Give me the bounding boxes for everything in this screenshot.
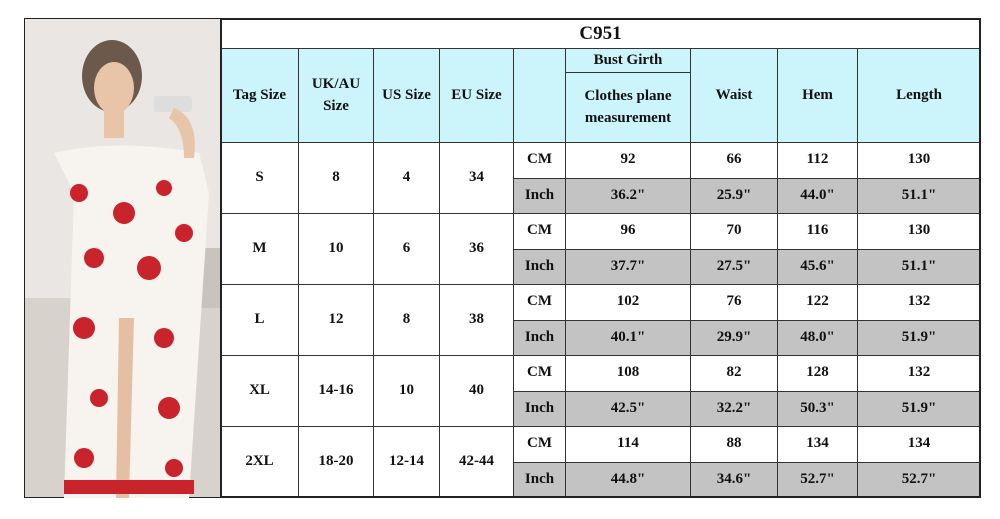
cm-value: 96: [565, 213, 691, 250]
unit-label: CM: [513, 142, 566, 179]
column-header: UK/AU Size: [298, 48, 374, 143]
size-cell: 6: [373, 213, 440, 285]
unit-label: CM: [513, 355, 566, 392]
inch-value: 52.7": [777, 461, 858, 498]
cm-value: 92: [565, 142, 691, 179]
inch-value: 51.1": [857, 177, 981, 214]
size-cell: 10: [373, 355, 440, 427]
column-header: US Size: [373, 48, 440, 143]
inch-value: 27.5": [690, 248, 778, 285]
inch-value: 51.9": [857, 390, 981, 427]
size-cell: 8: [298, 142, 374, 214]
size-cell: 2XL: [220, 426, 299, 498]
size-cell: 12-14: [373, 426, 440, 498]
inch-value: 51.9": [857, 319, 981, 356]
column-header: Tag Size: [220, 48, 299, 143]
size-cell: 4: [373, 142, 440, 214]
cm-value: 132: [857, 355, 981, 392]
cm-value: 70: [690, 213, 778, 250]
size-cell: 36: [439, 213, 514, 285]
inch-value: 44.0": [777, 177, 858, 214]
size-cell: 12: [298, 284, 374, 356]
cm-value: 88: [690, 426, 778, 463]
unit-label: Inch: [513, 319, 566, 356]
cm-value: 132: [857, 284, 981, 321]
inch-value: 29.9": [690, 319, 778, 356]
column-header: Length: [857, 48, 981, 143]
inch-value: 52.7": [857, 461, 981, 498]
cm-value: 134: [777, 426, 858, 463]
size-cell: 10: [298, 213, 374, 285]
size-cell: 8: [373, 284, 440, 356]
cm-value: 130: [857, 142, 981, 179]
inch-value: 51.1": [857, 248, 981, 285]
unit-label: Inch: [513, 248, 566, 285]
inch-value: 25.9": [690, 177, 778, 214]
model-photo: [24, 18, 221, 498]
size-cell: 34: [439, 142, 514, 214]
unit-label: Inch: [513, 461, 566, 498]
size-cell: 18-20: [298, 426, 374, 498]
header-blank: [513, 48, 566, 143]
inch-value: 50.3": [777, 390, 858, 427]
size-cell: 42-44: [439, 426, 514, 498]
cm-value: 122: [777, 284, 858, 321]
cm-value: 134: [857, 426, 981, 463]
column-header: Bust Girth: [565, 48, 691, 73]
column-header: EU Size: [439, 48, 514, 143]
column-header: Waist: [690, 48, 778, 143]
unit-label: CM: [513, 284, 566, 321]
size-cell: 40: [439, 355, 514, 427]
cm-value: 116: [777, 213, 858, 250]
unit-label: CM: [513, 426, 566, 463]
size-cell: L: [220, 284, 299, 356]
cm-value: 114: [565, 426, 691, 463]
size-cell: S: [220, 142, 299, 214]
cm-value: 108: [565, 355, 691, 392]
inch-value: 40.1": [565, 319, 691, 356]
unit-label: Inch: [513, 177, 566, 214]
cm-value: 102: [565, 284, 691, 321]
inch-value: 37.7": [565, 248, 691, 285]
column-subheader: Clothes plane measurement: [565, 72, 691, 143]
unit-label: Inch: [513, 390, 566, 427]
cm-value: 130: [857, 213, 981, 250]
inch-value: 42.5": [565, 390, 691, 427]
inch-value: 34.6": [690, 461, 778, 498]
inch-value: 45.6": [777, 248, 858, 285]
unit-label: CM: [513, 213, 566, 250]
size-cell: XL: [220, 355, 299, 427]
size-cell: M: [220, 213, 299, 285]
cm-value: 76: [690, 284, 778, 321]
inch-value: 48.0": [777, 319, 858, 356]
inch-value: 36.2": [565, 177, 691, 214]
inch-value: 44.8": [565, 461, 691, 498]
cm-value: 82: [690, 355, 778, 392]
cm-value: 66: [690, 142, 778, 179]
size-cell: 14-16: [298, 355, 374, 427]
column-header: Hem: [777, 48, 858, 143]
inch-value: 32.2": [690, 390, 778, 427]
cm-value: 112: [777, 142, 858, 179]
cm-value: 128: [777, 355, 858, 392]
size-cell: 38: [439, 284, 514, 356]
table-title: C951: [220, 18, 981, 49]
